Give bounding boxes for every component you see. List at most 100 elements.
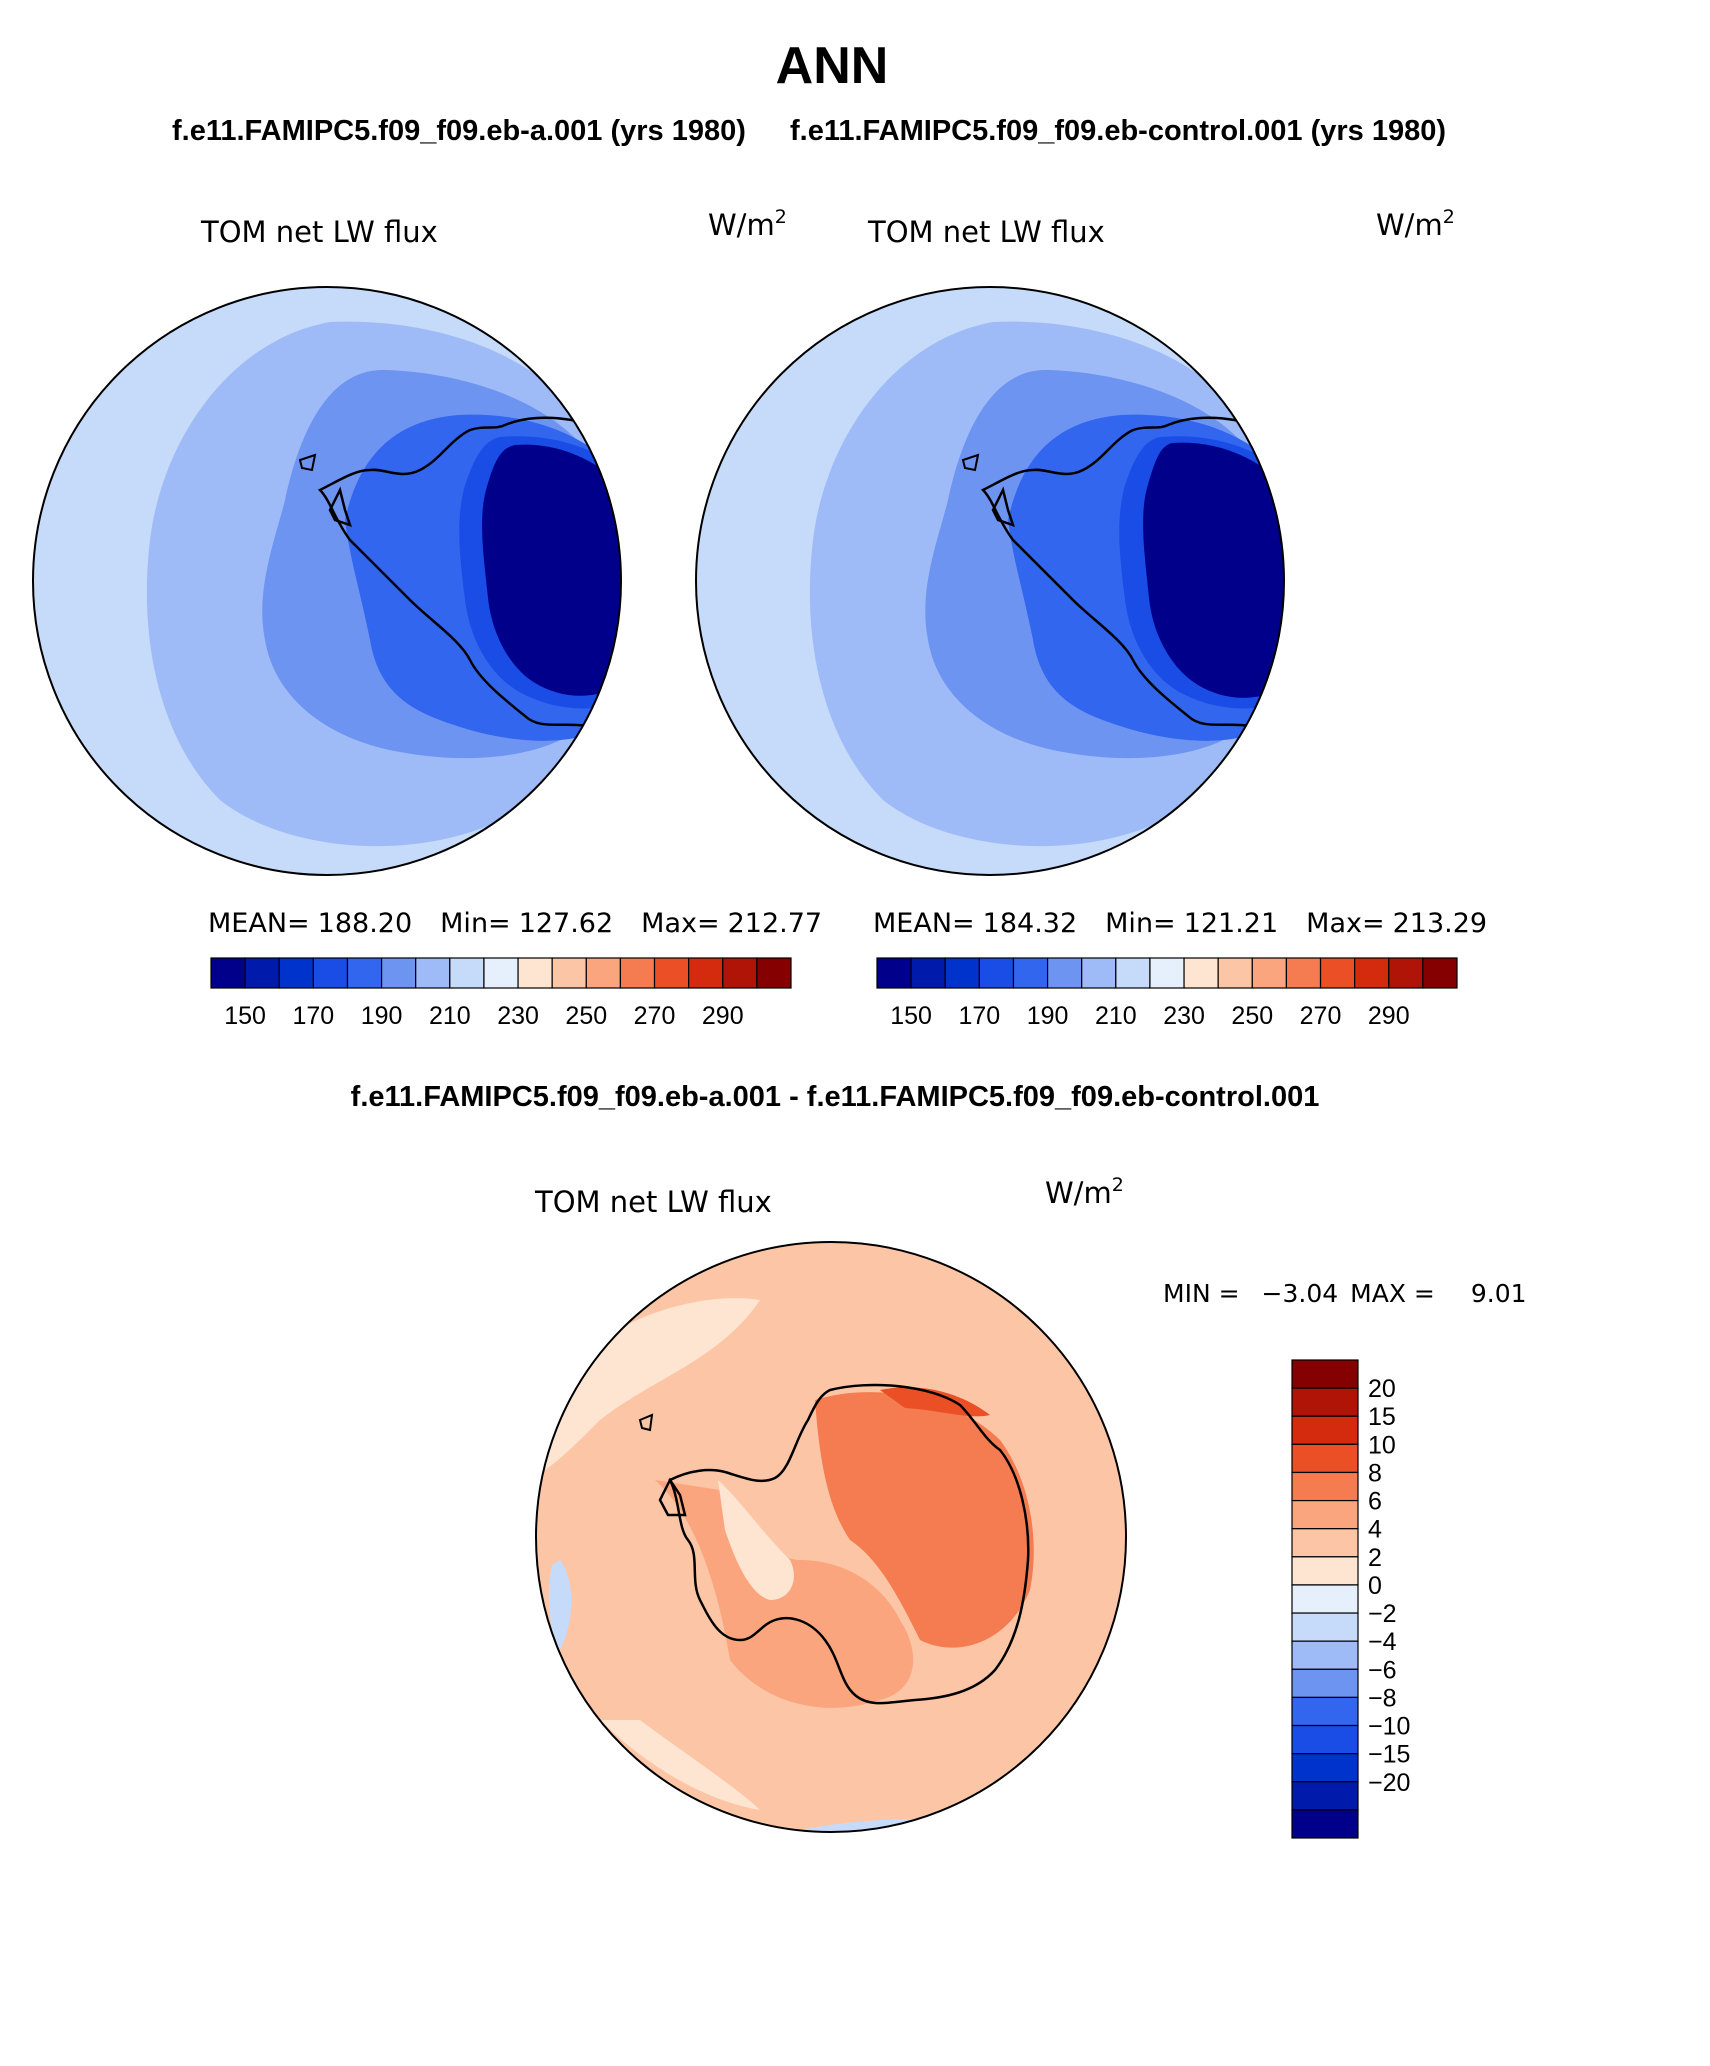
colorbar-box (1291, 1499, 1359, 1530)
panel-case: TOM net LW flux W/m2 MEAN= 188.20 Min= 127.… (32, 206, 822, 1030)
colorbar-box (1291, 1753, 1359, 1783)
colorbar-tick-label: 15 (1368, 1403, 1396, 1431)
panel-title-difference: f.e11.FAMIPC5.f09_f09.eb-a.001 - f.e11.F… (351, 1081, 1320, 1113)
colorbar-box (1291, 1781, 1359, 1811)
colorbar-box (415, 957, 451, 989)
colorbar-box (517, 957, 553, 989)
colorbar-box (1291, 1528, 1359, 1558)
colorbar-tick-label: 6 (1368, 1488, 1382, 1516)
colorbar-box (585, 957, 622, 989)
colorbar-box (1354, 957, 1390, 989)
units-label: W/m2 (1376, 206, 1455, 242)
colorbar-box (1217, 957, 1253, 989)
map-boundary (535, 1241, 1127, 1833)
colorbar-box (1149, 957, 1185, 989)
map-boundary (695, 286, 1285, 876)
coastline-peninsula (328, 486, 352, 527)
units-label: W/m2 (1045, 1174, 1124, 1210)
colorbar-box (1291, 1471, 1359, 1502)
colorbar-box (1291, 1443, 1359, 1474)
colorbar-box (1115, 957, 1151, 989)
colorbar-tick-label: −6 (1368, 1656, 1397, 1684)
coastline-island (298, 453, 317, 472)
colorbar-box (1291, 1612, 1359, 1642)
colorbar-tick-label: 150 (224, 1002, 266, 1030)
colorbar-box (1388, 957, 1424, 989)
polar-map (33, 287, 621, 875)
field-band-0to2 (600, 1720, 760, 1810)
colorbar-tick-label: 270 (1300, 1002, 1342, 1030)
field-band-neg (548, 1560, 572, 1650)
colorbar-box (1291, 1584, 1359, 1614)
colorbar-box (278, 957, 314, 989)
coastline-antarctica (317, 416, 621, 730)
coastline-antarctica (980, 416, 1284, 730)
colorbar-box (1291, 1668, 1359, 1699)
colorbar-box (1422, 957, 1458, 989)
colorbar-box (1046, 957, 1083, 989)
colorbar-tick-label: 4 (1368, 1516, 1382, 1544)
colorbar-box (312, 957, 349, 989)
colorbar-box (876, 957, 912, 989)
field-band-0to2 (545, 1298, 760, 1470)
polar-map (696, 287, 1284, 875)
colorbar-box (688, 957, 724, 989)
colorbar-box (910, 957, 946, 989)
colorbar-tick-label: 170 (292, 1002, 334, 1030)
colorbar-box (653, 957, 690, 989)
colorbar-box (756, 957, 792, 989)
colorbar-box (1183, 957, 1219, 989)
colorbar-tick-label: 230 (497, 1002, 539, 1030)
colorbar-tick-label: 270 (634, 1002, 676, 1030)
colorbar-tick-label: 170 (958, 1002, 1000, 1030)
colorbar-tick-label: 190 (361, 1002, 403, 1030)
colorbar-box (619, 957, 656, 989)
colorbar-box (1319, 957, 1356, 989)
panel-control: TOM net LW flux W/m2 MEAN= 184.32 Min= 121.… (695, 206, 1487, 1030)
coastline-peninsula (658, 1477, 687, 1517)
colorbar-tick-label: 8 (1368, 1459, 1382, 1487)
stats-line: MEAN= 184.32 Min= 121.21 Max= 213.29 (873, 908, 1487, 939)
colorbar-box (244, 957, 280, 989)
coastline-antarctica (668, 1383, 1030, 1705)
colorbar-box (1291, 1556, 1359, 1586)
colorbar-box (346, 957, 383, 989)
colorbar-box (1291, 1696, 1359, 1727)
colorbar-tick-label: −20 (1368, 1769, 1410, 1797)
colorbar-tick-label: −10 (1368, 1713, 1410, 1741)
figure-title: ANN (776, 37, 889, 95)
panel-difference: TOM net LW flux W/m2 MIN = −3.04 MAX = 9.01… (534, 1174, 1527, 1839)
colorbar-tick-label: 250 (1231, 1002, 1273, 1030)
coastline-island (961, 453, 980, 472)
colorbar-box (1012, 957, 1049, 989)
colorbar-box (210, 957, 246, 989)
colorbar-box (944, 957, 980, 989)
colorbar-tick-label: 150 (890, 1002, 932, 1030)
colorbar-tick-label: 20 (1368, 1375, 1396, 1403)
field-band-6to8 (815, 1392, 1034, 1648)
colorbar-box (722, 957, 758, 989)
colorbar-box (1251, 957, 1288, 989)
colorbar-box (1291, 1809, 1359, 1839)
variable-label: TOM net LW flux (200, 215, 438, 249)
colorbar-tick-label: −2 (1368, 1600, 1397, 1628)
colorbar-box (1291, 1387, 1359, 1417)
colorbar-box (1291, 1724, 1359, 1755)
colorbar-tick-label: 210 (429, 1002, 471, 1030)
colorbar-horizontal: 150 170 190 210 230 250 270 290 (210, 957, 792, 1030)
colorbar-tick-label: 230 (1163, 1002, 1205, 1030)
colorbar-tick-label: 190 (1027, 1002, 1069, 1030)
panel-title-control: f.e11.FAMIPC5.f09_f09.eb-control.001 (yr… (790, 115, 1446, 147)
stats-line: MEAN= 188.20 Min= 127.62 Max= 212.77 (208, 908, 822, 939)
panel-title-case: f.e11.FAMIPC5.f09_f09.eb-a.001 (yrs 1980… (172, 115, 746, 147)
minmax-line: MIN = −3.04 MAX = 9.01 (1163, 1279, 1527, 1308)
coastline-island (638, 1413, 654, 1432)
colorbar-box (1291, 1640, 1359, 1670)
colorbar-tick-label: 290 (702, 1002, 744, 1030)
colorbar-tick-label: −15 (1368, 1741, 1410, 1769)
colorbar-box (978, 957, 1015, 989)
variable-label: TOM net LW flux (867, 215, 1105, 249)
colorbar-box (551, 957, 587, 989)
